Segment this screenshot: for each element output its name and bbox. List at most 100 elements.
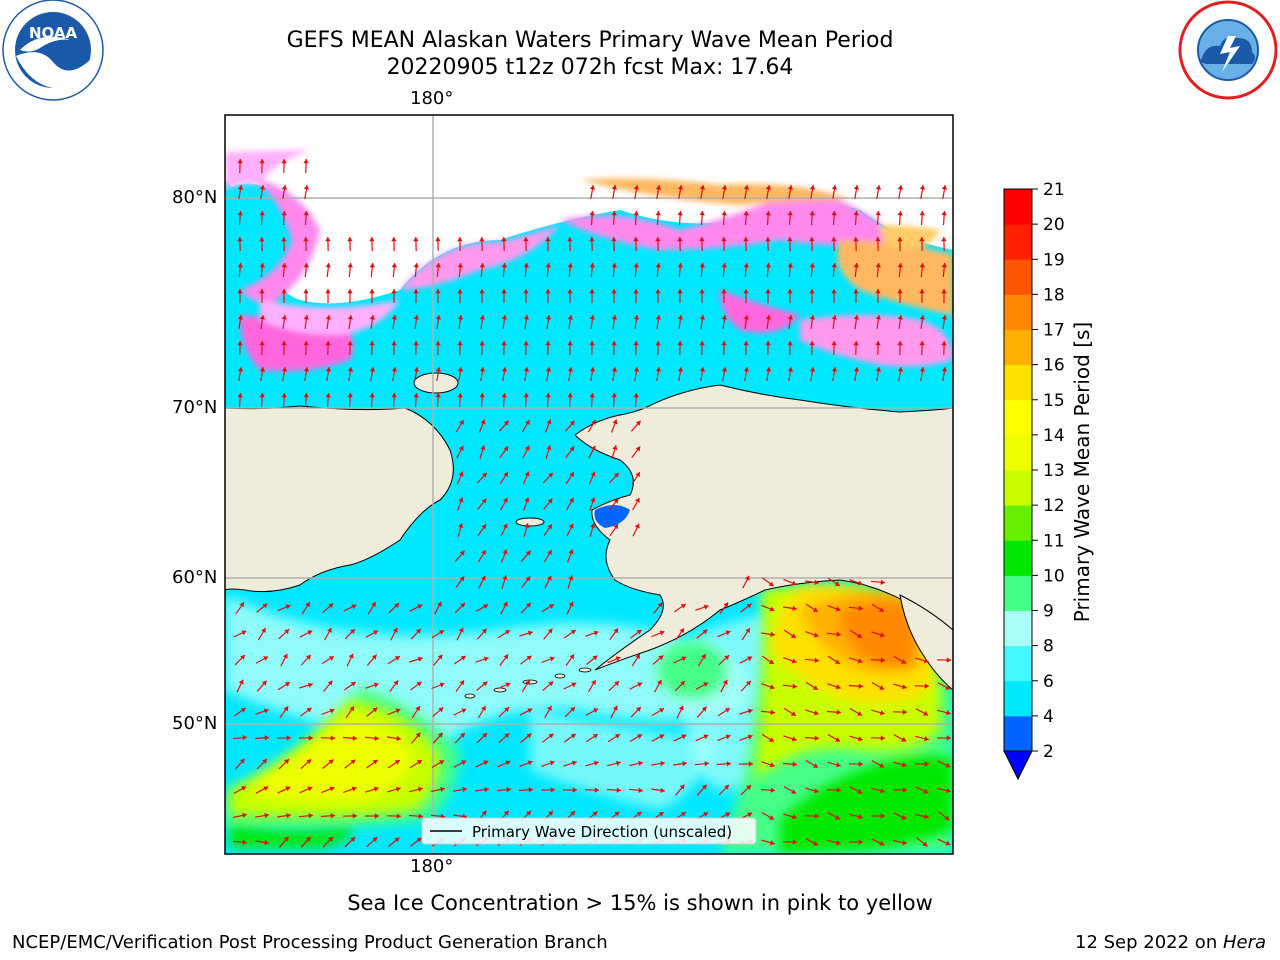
wave-arrow-head bbox=[897, 211, 903, 216]
wave-arrow-head bbox=[413, 367, 420, 372]
wave-arrow-head bbox=[659, 734, 665, 740]
wave-arrow-head bbox=[527, 760, 533, 766]
wave-arrow-head bbox=[348, 653, 354, 659]
wave-arrow-head bbox=[613, 628, 619, 634]
colorbar-tick-label: 18 bbox=[1043, 285, 1065, 305]
wave-arrow-head bbox=[809, 289, 815, 294]
wave-arrow-head bbox=[611, 289, 617, 294]
colorbar-tick-label: 8 bbox=[1043, 637, 1054, 657]
wave-arrow-head bbox=[303, 211, 309, 216]
wave-arrow-head bbox=[792, 761, 797, 767]
wave-arrow-head bbox=[528, 787, 533, 793]
wave-arrow-head bbox=[677, 315, 683, 320]
wave-arrow-head bbox=[635, 654, 640, 660]
wave-arrow-head bbox=[237, 367, 244, 372]
wave-arrow-head bbox=[308, 735, 313, 741]
wave-arrow-head bbox=[703, 604, 709, 610]
wave-arrow-head bbox=[259, 159, 265, 164]
wave-arrow-head bbox=[765, 237, 771, 242]
wave-arrow-head bbox=[724, 785, 729, 790]
wave-arrow-head bbox=[239, 602, 244, 608]
wave-arrow-head bbox=[880, 657, 885, 663]
colorbar-block bbox=[1004, 645, 1032, 682]
wave-arrow-head bbox=[523, 263, 529, 268]
wave-arrow-head bbox=[902, 709, 907, 715]
wave-arrow-head bbox=[479, 367, 486, 372]
wave-arrow-head bbox=[831, 315, 837, 320]
wave-arrow-head bbox=[284, 629, 290, 635]
wave-arrow-head bbox=[880, 735, 885, 741]
wave-arrow-head bbox=[416, 760, 422, 765]
wave-arrow-head bbox=[836, 631, 841, 637]
map-legend: Primary Wave Direction (unscaled) bbox=[421, 817, 757, 845]
wave-arrow-head bbox=[435, 393, 441, 398]
wave-arrow-head bbox=[897, 237, 903, 242]
wave-arrow-head bbox=[658, 812, 664, 817]
wave-arrow-head bbox=[725, 630, 731, 636]
wave-arrow-head bbox=[813, 763, 819, 768]
wave-arrow-head bbox=[481, 706, 486, 711]
wave-arrow-head bbox=[392, 627, 398, 633]
wave-arrow-head bbox=[592, 811, 598, 817]
wave-arrow-head bbox=[261, 628, 266, 633]
wave-arrow-head bbox=[699, 289, 705, 294]
wave-arrow-head bbox=[303, 289, 309, 294]
wave-arrow-head bbox=[415, 706, 420, 712]
wave-arrow-head bbox=[809, 367, 816, 372]
wave-arrow-head bbox=[726, 761, 731, 767]
colorbar-block bbox=[1004, 434, 1032, 471]
wave-arrow-head bbox=[660, 760, 665, 767]
wave-arrow-head bbox=[325, 237, 331, 242]
wave-arrow-head bbox=[286, 813, 291, 819]
wave-arrow-head bbox=[479, 263, 485, 268]
wave-arrow-head bbox=[242, 839, 247, 845]
wave-arrow-head bbox=[457, 341, 463, 346]
wave-arrow-head bbox=[391, 367, 398, 372]
wave-arrow-head bbox=[831, 185, 838, 190]
wave-arrow-head bbox=[262, 603, 268, 609]
wave-arrow-head bbox=[503, 654, 509, 660]
wave-arrow-head bbox=[853, 289, 859, 294]
wave-arrow-head bbox=[523, 367, 530, 372]
wave-arrow-head bbox=[857, 711, 863, 716]
wave-arrow-head bbox=[413, 237, 419, 242]
wave-arrow-head bbox=[858, 814, 863, 820]
wave-arrow-head bbox=[347, 341, 353, 346]
wave-arrow-head bbox=[567, 289, 573, 294]
wave-arrow-head bbox=[308, 813, 313, 819]
sea-ice-field bbox=[225, 150, 953, 372]
wave-arrow-head bbox=[591, 420, 596, 425]
wave-arrow-head bbox=[835, 762, 841, 768]
wave-arrow-head bbox=[457, 315, 463, 320]
wave-arrow-head bbox=[722, 679, 728, 685]
wave-arrow-head bbox=[769, 840, 775, 846]
wave-arrow-head bbox=[677, 237, 683, 242]
date-stamp: 12 Sep 2022 on Hera bbox=[1075, 932, 1266, 953]
wave-arrow-head bbox=[681, 656, 687, 662]
colorbar-block bbox=[1004, 540, 1032, 576]
wave-arrow-head bbox=[831, 341, 837, 346]
wave-arrow-head bbox=[924, 761, 929, 767]
wave-arrow-head bbox=[440, 786, 445, 792]
wave-arrow-head bbox=[701, 784, 707, 790]
wave-arrow-head bbox=[853, 263, 859, 268]
wave-arrow-head bbox=[677, 289, 683, 294]
wave-arrow-head bbox=[303, 237, 309, 242]
wave-arrow-head bbox=[435, 367, 442, 372]
wave-arrow-head bbox=[945, 840, 951, 846]
wave-arrow-head bbox=[416, 681, 422, 687]
wave-arrow-head bbox=[263, 708, 269, 714]
wave-arrow-head bbox=[612, 445, 618, 451]
wave-arrow-head bbox=[327, 627, 332, 633]
wave-arrow-head bbox=[743, 237, 749, 242]
wave-arrow-head bbox=[919, 237, 925, 242]
wave-arrow-head bbox=[638, 760, 643, 766]
land-canada bbox=[899, 594, 953, 691]
wave-arrow-head bbox=[768, 659, 774, 664]
lon-label-bottom: 180° bbox=[410, 856, 454, 877]
wave-arrow-head bbox=[547, 628, 553, 634]
wave-arrow-head bbox=[637, 682, 643, 688]
legend-label: Primary Wave Direction (unscaled) bbox=[472, 823, 732, 841]
wave-arrow-head bbox=[743, 185, 750, 190]
wave-arrow-head bbox=[394, 656, 400, 661]
